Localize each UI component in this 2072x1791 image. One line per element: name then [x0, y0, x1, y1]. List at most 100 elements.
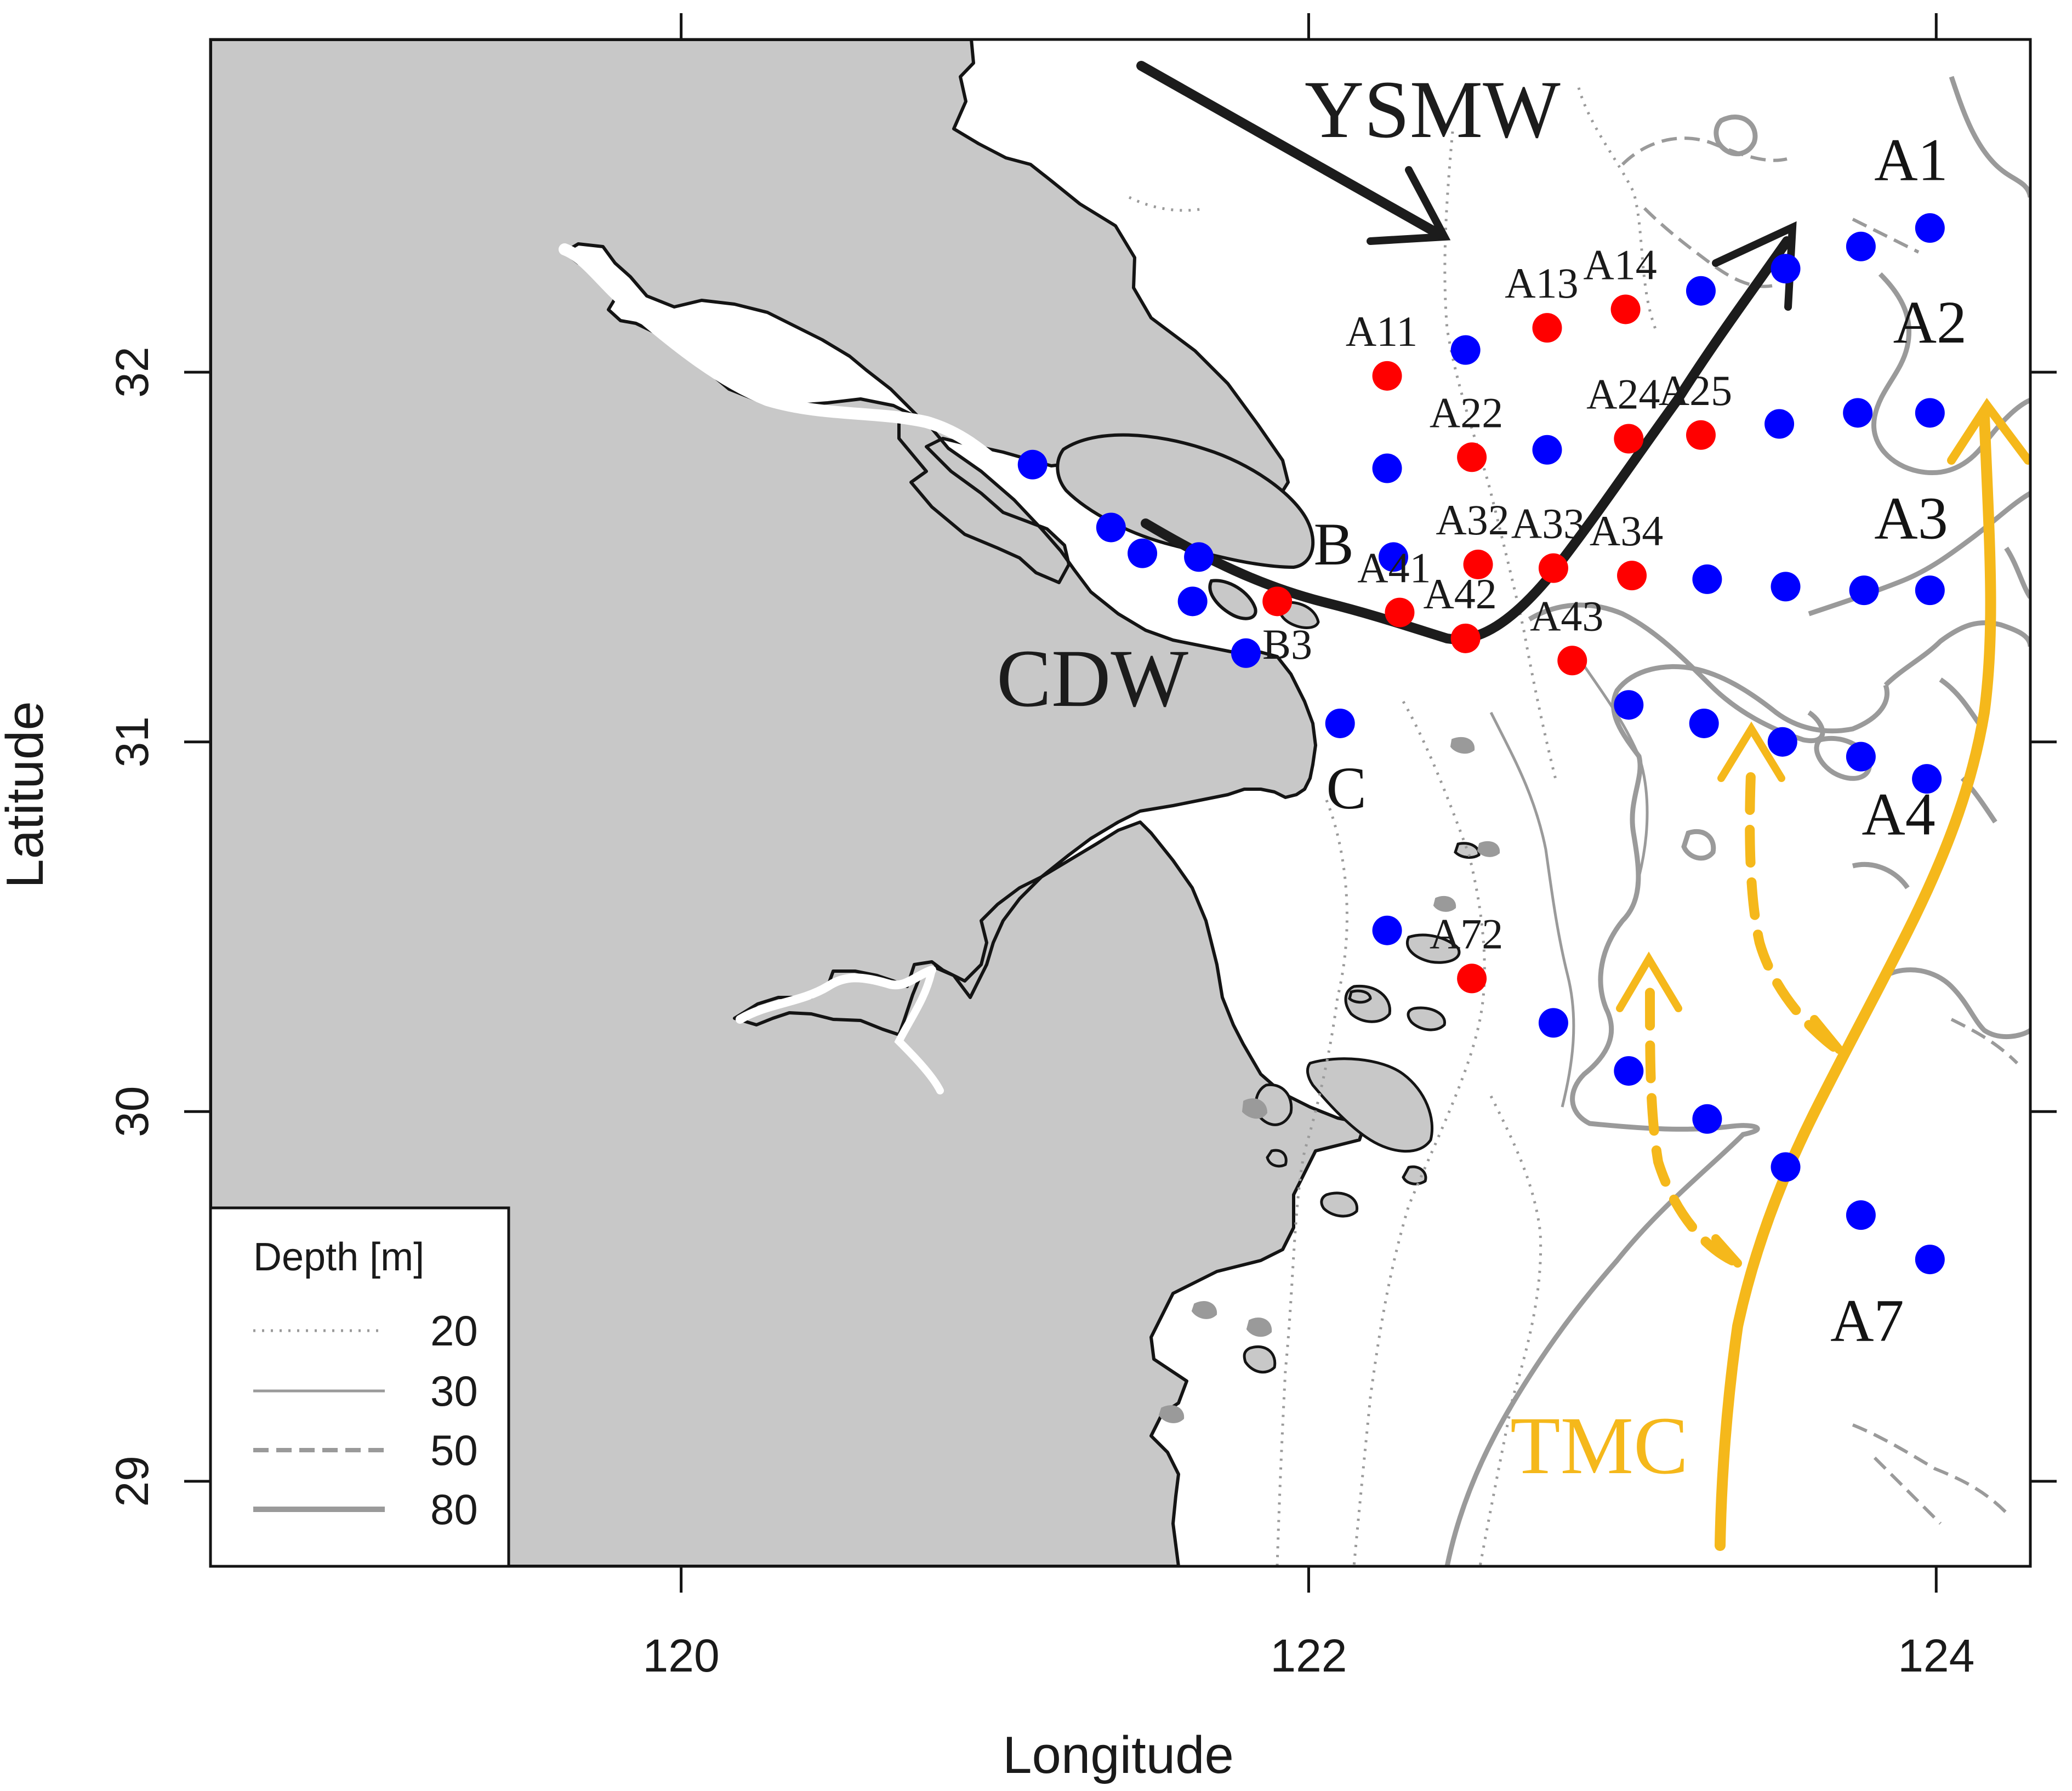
- station-blue: [1843, 398, 1873, 428]
- current-label-ysmw: YSMW: [1305, 64, 1561, 155]
- legend-label-80: 80: [430, 1485, 478, 1533]
- station-label: A41: [1357, 544, 1431, 592]
- station-red-a72: [1457, 963, 1487, 994]
- x-tick-label: 124: [1898, 1630, 1974, 1681]
- legend-label-30: 30: [430, 1367, 478, 1415]
- section-label-c: C: [1326, 755, 1366, 822]
- contour-20m-6: [1478, 1095, 1542, 1566]
- y-tick-label: 31: [106, 716, 158, 767]
- contour-50m-3: [1852, 218, 1920, 254]
- station-blue: [1771, 1152, 1801, 1182]
- station-label: A34: [1590, 507, 1663, 555]
- station-label: A25: [1659, 367, 1732, 414]
- section-label-a2: A2: [1893, 289, 1967, 356]
- legend: Depth [m] 20 30 50 80: [209, 1206, 510, 1568]
- station-blue: [1692, 1104, 1722, 1134]
- x-tick-label: 122: [1270, 1630, 1347, 1681]
- yangtze-river-channel: [559, 243, 1067, 513]
- section-label-b: B: [1314, 511, 1354, 578]
- axis-ticks: 120 122 124 29 30 31 32: [106, 13, 2057, 1681]
- station-red-a43: [1557, 646, 1587, 676]
- contour-20m-2: [1352, 700, 1486, 1566]
- station-label: A13: [1505, 259, 1578, 307]
- station-blue: [1379, 542, 1408, 572]
- station-blue: [1614, 690, 1644, 720]
- station-label: A42: [1423, 570, 1496, 618]
- contour-80m-4: [1883, 620, 2030, 687]
- mainland: [210, 39, 1367, 1566]
- contour-80m-8: [1714, 115, 1758, 157]
- station-blue: [1846, 231, 1876, 261]
- station-label: A33: [1511, 500, 1585, 547]
- station-blue: [1372, 915, 1402, 945]
- station-red-a24: [1614, 424, 1644, 454]
- contour-80m-3: [1693, 666, 1889, 734]
- contour-80m-11: [1884, 967, 2030, 1040]
- legend-label-20: 20: [430, 1307, 478, 1355]
- plot-frame: [209, 38, 2032, 1568]
- contour-80m-7: [1949, 76, 2030, 198]
- contour-80m-14: [1939, 677, 1981, 725]
- tmc-branch-lower-tick: [1711, 1234, 1742, 1268]
- stations: [1017, 213, 1945, 1275]
- station-red-a32: [1463, 549, 1493, 579]
- contour-20m-3: [1443, 131, 1558, 784]
- station-blue: [1915, 213, 1945, 243]
- shoal-patches: [1158, 737, 1500, 1423]
- station-red-a41: [1385, 597, 1415, 628]
- contour-80m: [1444, 664, 1760, 1566]
- station-label: A14: [1583, 241, 1657, 288]
- station-blue: [1538, 1008, 1568, 1038]
- section-labels: A1 A2 A3 A4 A7 B C: [1314, 126, 1967, 1354]
- section-label-a4: A4: [1862, 780, 1935, 847]
- station-red-a42: [1450, 623, 1481, 653]
- station-blue: [1915, 575, 1945, 606]
- contour-80m-12: [1852, 862, 1910, 889]
- currents: [1136, 61, 2030, 1551]
- y-tick-label: 30: [106, 1086, 158, 1137]
- contour-50m-2: [1643, 207, 1777, 288]
- contour-30m: [1489, 711, 1575, 1108]
- contour-50m: [1621, 136, 1788, 166]
- station-blue: [1849, 575, 1879, 606]
- station-blue: [1692, 564, 1722, 594]
- contour-20m-5: [1128, 196, 1206, 212]
- station-blue: [1325, 708, 1355, 738]
- contour-80m-10: [1814, 735, 1872, 781]
- station-label: A22: [1430, 389, 1503, 436]
- legend-title: Depth [m]: [253, 1235, 424, 1279]
- station-blue: [1689, 708, 1719, 738]
- station-blue: [1128, 538, 1158, 568]
- station-blue: [1846, 1200, 1876, 1230]
- legend-label-50: 50: [430, 1426, 478, 1474]
- island-hengsha: [1208, 579, 1257, 620]
- station-blue-b3: [1231, 638, 1261, 668]
- tmc-branch-lower: [1645, 987, 1737, 1265]
- section-label-a7: A7: [1830, 1287, 1904, 1354]
- contour-80m-15: [2004, 546, 2030, 599]
- station-label: A24: [1586, 370, 1660, 418]
- station-red-a25: [1686, 420, 1716, 450]
- station-blue: [1846, 742, 1876, 772]
- station-red-a11: [1372, 361, 1402, 391]
- station-red: [1262, 586, 1293, 617]
- station-blue: [1614, 1056, 1644, 1086]
- station-blue: [1771, 572, 1801, 602]
- station-label: A11: [1346, 307, 1418, 355]
- contour-50m-4: [1852, 1423, 2008, 1514]
- contour-80m-2: [1528, 602, 1825, 743]
- station-blue: [1912, 764, 1942, 794]
- river-west-branch: [736, 966, 936, 1024]
- station-label: B3: [1262, 620, 1312, 668]
- station-red-a14: [1610, 294, 1641, 324]
- island-chongming: [1056, 433, 1315, 569]
- ysmw-arrow-line: [1136, 61, 1447, 241]
- station-red-a34: [1617, 561, 1647, 591]
- y-axis-title: Latitude: [0, 701, 54, 888]
- station-label: A72: [1430, 910, 1503, 957]
- station-blue: [1767, 727, 1797, 757]
- x-axis-title: Longitude: [1003, 1726, 1234, 1784]
- station-blue: [1686, 276, 1716, 306]
